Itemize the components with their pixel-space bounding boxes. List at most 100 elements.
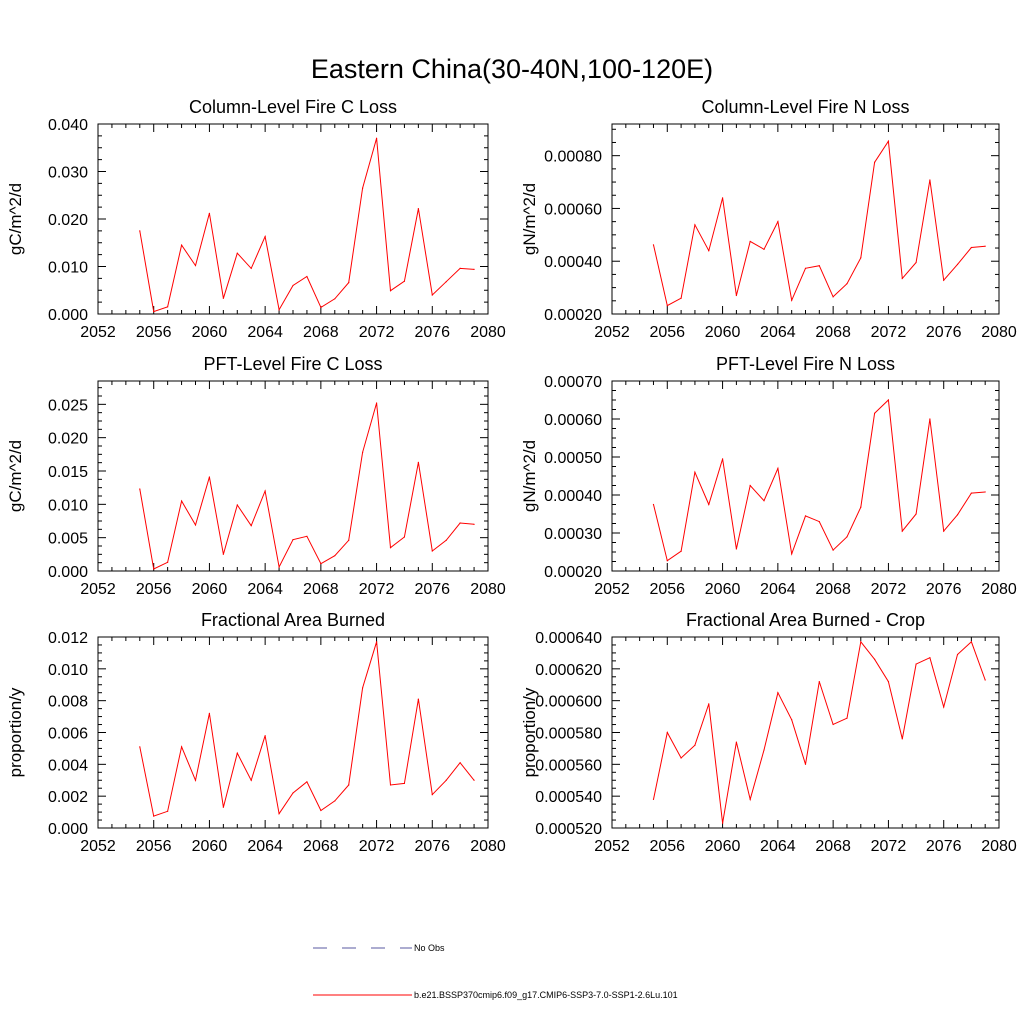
x-tick-label: 2060 [192,581,228,598]
data-point [264,490,266,492]
data-point [929,657,931,659]
data-point [680,297,682,299]
data-point [929,418,931,420]
main-title: Eastern China(30-40N,100-120E) [311,54,713,84]
y-tick-label: 0.00070 [544,374,602,391]
y-tick-label: 0.000560 [535,757,602,774]
data-point [334,298,336,300]
y-axis-label: proportion/y [6,687,25,777]
data-point [375,402,378,404]
data-point [194,264,197,267]
x-tick-label: 2064 [247,324,283,341]
x-tick-label: 2056 [649,838,685,855]
y-axis-label: gN/m^2/d [520,440,539,512]
data-point [804,267,807,269]
data-point [984,491,986,493]
legend-label-no-obs: No Obs [414,943,445,953]
y-tick-label: 0.004 [48,757,88,774]
data-point [222,553,224,555]
data-point [874,412,876,414]
y-tick-label: 0.006 [48,726,88,743]
data-point [139,230,141,232]
data-point [250,525,252,527]
y-tick-label: 0.00030 [544,526,602,543]
data-point [666,560,668,562]
panel-title: Fractional Area Burned [201,610,385,630]
data-point [956,653,959,656]
data-point [139,488,141,490]
x-tick-label: 2064 [760,838,796,855]
x-tick-label: 2060 [705,324,741,341]
x-tick-label: 2076 [926,324,962,341]
data-point [180,500,183,502]
data-point [236,252,238,254]
x-tick-label: 2072 [359,324,395,341]
data-point [417,207,419,210]
data-point [818,265,820,267]
data-point [721,458,724,460]
data-point [666,731,668,734]
data-point [473,779,475,781]
data-point [915,261,917,264]
data-point [167,306,169,308]
data-point [278,309,280,311]
data-point [362,451,364,453]
y-tick-label: 0.000540 [535,789,602,806]
data-point [445,539,447,541]
y-tick-label: 0.030 [48,165,88,182]
data-point [652,244,655,246]
plot-frame [97,636,489,829]
x-tick-label: 2076 [414,581,450,598]
data-point [348,784,350,786]
x-tick-label: 2080 [981,838,1017,855]
data-point [375,137,378,139]
data-point [860,506,862,508]
y-tick-label: 0.000640 [535,630,602,647]
x-tick-label: 2080 [981,581,1017,598]
data-point [763,248,765,250]
y-tick-label: 0.000 [48,821,88,838]
x-tick-label: 2076 [926,838,962,855]
data-point [956,263,959,265]
y-tick-label: 0.000620 [535,662,602,679]
data-point [208,212,211,214]
data-point [194,524,197,526]
data-point [459,267,461,269]
x-tick-label: 2072 [871,324,907,341]
data-point [804,515,807,517]
y-tick-label: 0.010 [48,260,88,277]
panel-3: PFT-Level Fire C Loss gC/m^2/d 2052 2056 206… [6,354,506,598]
x-tick-label: 2072 [359,581,395,598]
data-point [652,798,655,800]
data-point [943,530,945,532]
data-point [874,161,876,163]
data-point [749,240,751,243]
data-point [735,741,737,743]
data-point [791,553,793,555]
data-point [970,492,972,494]
data-point [306,535,308,537]
x-tick-label: 2056 [136,324,172,341]
data-point [956,514,959,516]
data-point [292,539,294,541]
data-point [348,282,350,284]
panels: Column-Level Fire C Loss gC/m^2/d 2052 2056… [6,97,1017,855]
panel-1: Column-Level Fire C Loss gC/m^2/d 2052 2056… [6,97,506,341]
y-axis-label: proportion/y [520,687,539,777]
data-point [445,779,447,781]
data-point [970,641,972,643]
data-point [278,813,280,815]
data-point [292,792,294,794]
data-point [777,692,779,694]
data-point [194,779,197,781]
data-point [791,719,793,721]
x-tick-label: 2052 [594,324,630,341]
y-tick-label: 0.00060 [544,201,602,218]
panel-5: Fractional Area Burned proportion/y 2052 20… [6,610,506,855]
x-tick-label: 2056 [649,324,685,341]
x-tick-label: 2068 [303,324,339,341]
data-point [180,244,183,246]
data-point [901,738,903,740]
x-tick-label: 2080 [470,838,506,855]
data-point [167,810,169,812]
